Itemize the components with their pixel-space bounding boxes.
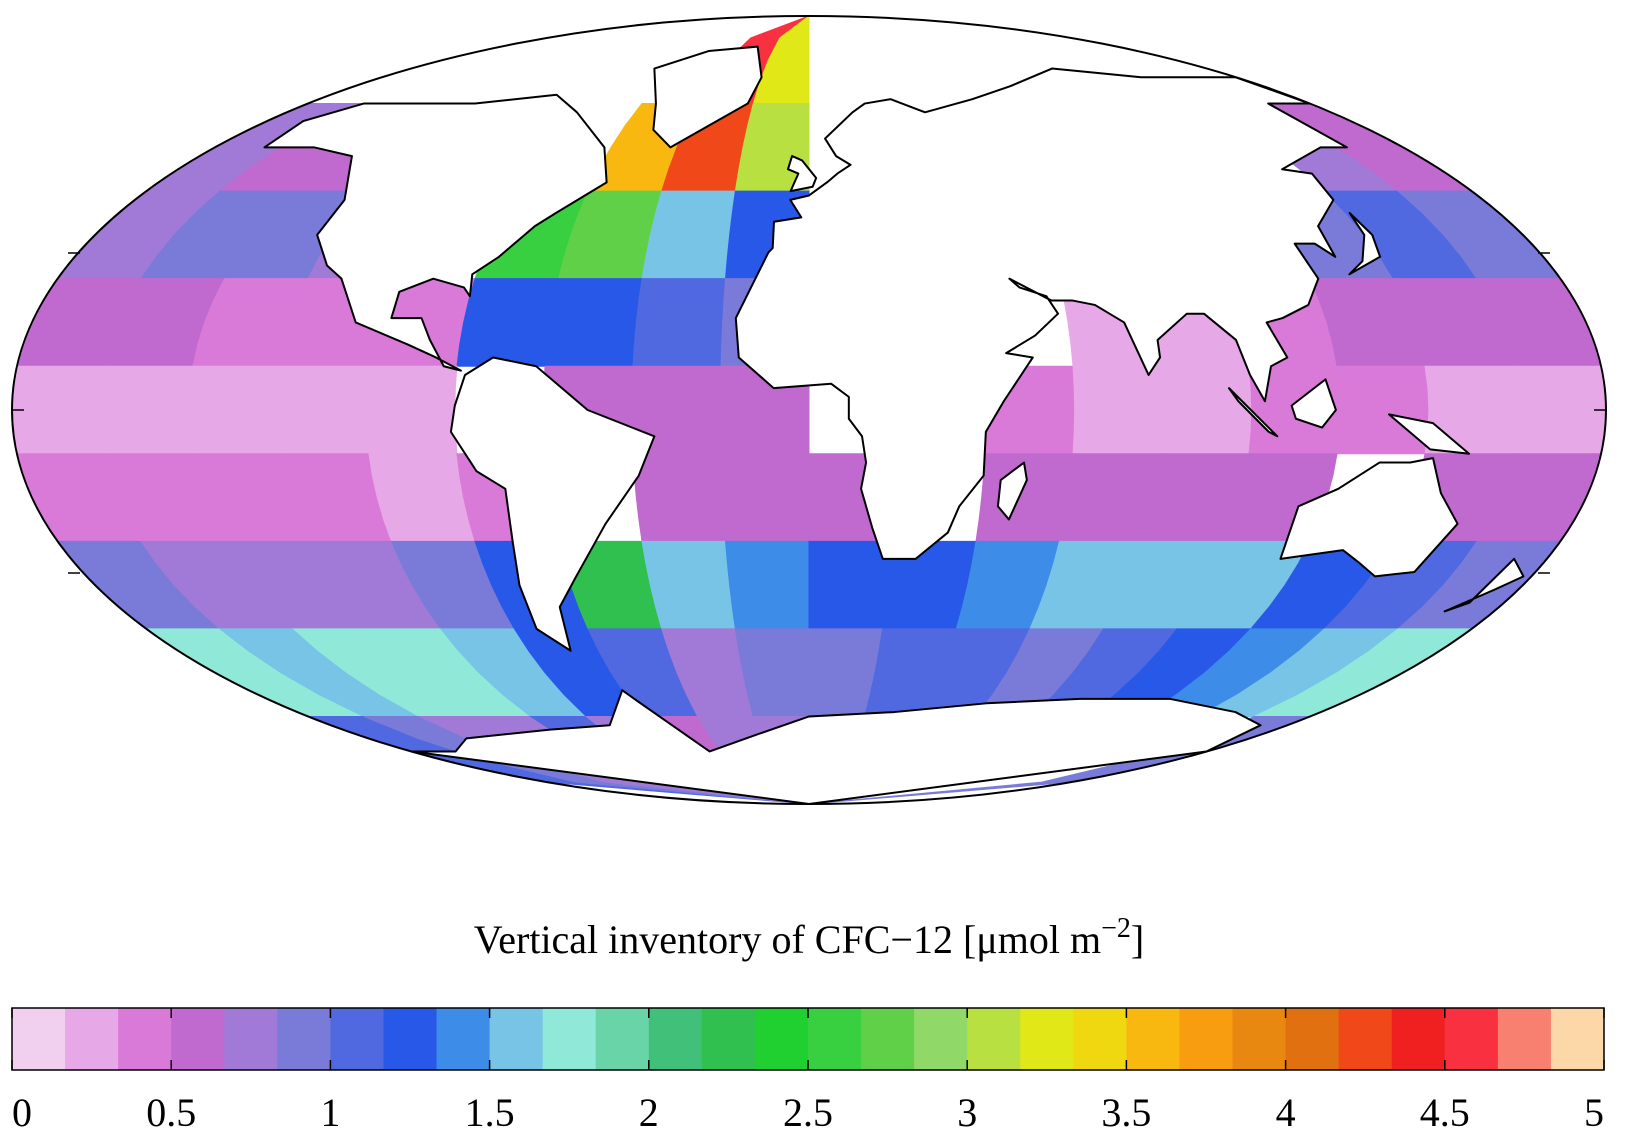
colorbar-swatch [861,1008,915,1070]
title-text: Vertical inventory of CFC−12 [μmol m [474,917,1101,962]
colorbar-swatch [1232,1008,1287,1070]
colorbar-swatch [1391,1008,1446,1070]
land-outline [1388,413,1471,455]
land-outline [652,45,763,149]
land-outline [1348,212,1382,276]
colorbar-swatch [12,1008,66,1070]
colorbar-tick-label: 2.5 [783,1090,833,1133]
colorbar-swatch [1126,1008,1180,1070]
colorbar-swatch [701,1008,756,1070]
land-outline [786,155,818,193]
colorbar-tick-label: 3.5 [1101,1090,1151,1133]
colorbar-swatch [1550,1008,1605,1070]
field-cell [1512,365,1607,455]
land-outline [1443,557,1525,613]
colorbar-swatch [1179,1008,1234,1070]
colorbar-swatch [330,1008,384,1070]
land-outline [263,93,608,372]
field-cell [632,278,727,367]
colorbar-swatch [1285,1008,1340,1070]
field-cell [11,365,106,455]
colorbar-swatch [171,1008,225,1070]
land-outline [1279,457,1459,578]
colorbar-swatch [118,1008,172,1070]
map-edge-ticks [12,252,1606,574]
field-cell [365,365,458,455]
colorbar-swatch [383,1008,438,1070]
field-cell [1058,453,1162,542]
colorbar-swatch [1073,1008,1127,1070]
colorbar-tick-label: 3 [957,1090,977,1133]
land-outline [449,356,656,652]
colorbar-swatch [277,1008,331,1070]
colorbar-swatch [489,1008,544,1070]
field-cell [100,365,194,455]
colorbar-swatch [1497,1008,1552,1070]
colorbar-title: Vertical inventory of CFC−12 [μmol m−2] [474,913,1144,962]
field-cell [632,453,727,542]
colorbar-tick-label: 4 [1276,1090,1296,1133]
colorbar-tick-label: 0.5 [146,1090,196,1133]
colorbar-tick-label: 1 [320,1090,340,1133]
colorbar-swatch [595,1008,650,1070]
field-cell [1072,365,1164,455]
colorbar-swatch [542,1008,597,1070]
land [263,45,1525,805]
field-cell [544,278,643,367]
field-cell [1160,365,1253,455]
field-cell [188,365,282,455]
colorbar-tick-label: 5 [1584,1090,1604,1133]
land-outline [734,67,1348,560]
land-outline [996,461,1028,521]
land-outline [1290,378,1337,429]
colorbar-swatch [754,1008,809,1070]
colorbar-swatch [914,1008,968,1070]
colorbar-tick-label: 4.5 [1420,1090,1470,1133]
colorbar-swatch [65,1008,119,1070]
title-superscript: −2 [1101,913,1131,944]
land-outline [1227,387,1279,438]
colorbar-swatch [808,1008,862,1070]
colorbar-swatch [436,1008,491,1070]
colorbar-swatch [1338,1008,1393,1070]
field-cell [808,540,894,630]
colorbar-swatch [648,1008,703,1070]
colorbar-tick-label: 2 [639,1090,659,1133]
field-cell [456,278,560,367]
field-cell [1336,365,1430,455]
land-outline [410,689,1262,805]
colorbar-tick-label: 0 [12,1090,32,1133]
colorbar-swatch [1020,1008,1074,1070]
colorbar-swatch [1444,1008,1499,1070]
field-cell [724,540,810,630]
colorbar: 0 0.5 1 1.5 2 2.5 3 3.5 4 4.5 5 [11,1007,1605,1133]
field-cell [277,365,370,455]
colorbar-swatch [967,1008,1021,1070]
ocean-field [11,14,1607,806]
colorbar-tick-label: 1.5 [465,1090,515,1133]
field-cell [720,453,810,542]
title-end: ] [1131,917,1144,962]
colorbar-swatch [224,1008,278,1070]
